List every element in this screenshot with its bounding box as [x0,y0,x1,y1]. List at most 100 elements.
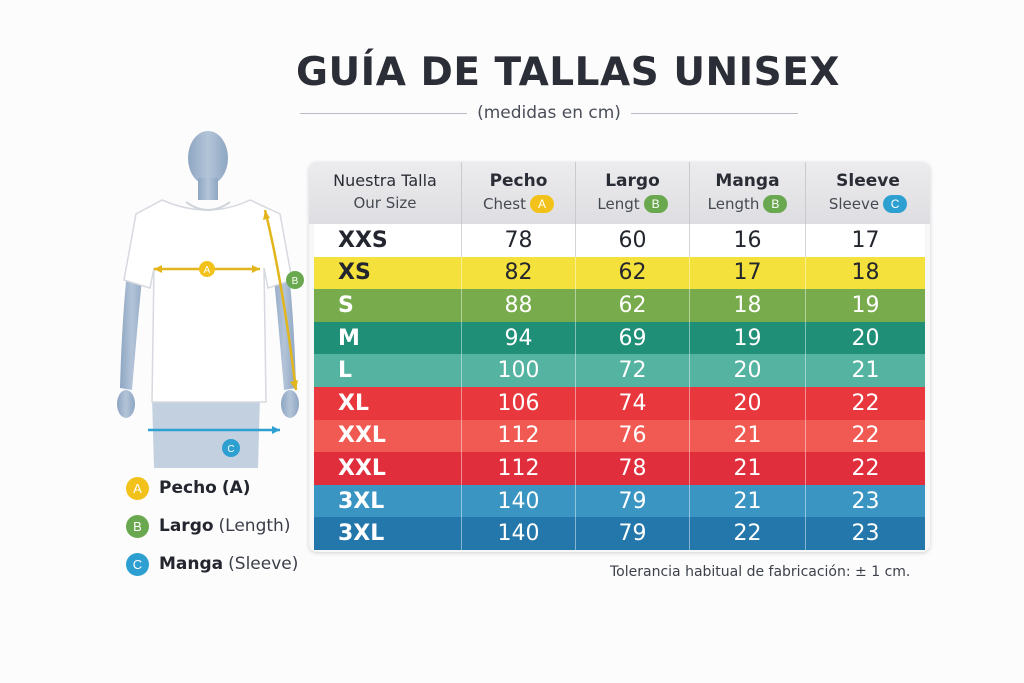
size-table: Nuestra Talla Our Size Pecho Chest A Larg… [309,162,930,552]
chest-cell: 112 [461,419,575,453]
legend-note: (Sleeve) [228,554,299,574]
table-row: XXL 112 78 21 22 [314,452,925,485]
sleeve-cell: 23 [805,484,925,518]
sleeve-cell: 19 [805,289,925,322]
manga-cell: 20 [689,386,805,420]
length-cell: 79 [575,484,689,518]
divider-right [630,112,798,114]
length-cell: 72 [575,354,689,387]
column-subtitle-text: Chest [483,195,526,213]
length-cell: 62 [575,289,689,322]
subtitle-row: (medidas en cm) [300,101,798,125]
mannequin-figure: A B C [100,128,310,468]
sleeve-cell: 22 [805,452,925,485]
table-header: Nuestra Talla Our Size Pecho Chest A Larg… [309,162,930,224]
column-subtitle-text: Lengt [597,195,640,213]
sleeve-cell: 22 [805,419,925,453]
chest-cell: 78 [461,224,575,257]
badge-c-icon: C [126,552,149,576]
length-marker-label: B [292,276,299,287]
table-row: M 94 69 19 20 [314,321,925,355]
table-row: L 100 72 20 21 [314,354,925,387]
sleeve-marker-label: C [227,444,234,455]
size-cell: S [338,292,354,318]
length-cell: 76 [575,419,689,453]
sleeve-cell: 23 [805,517,925,550]
page-subtitle: (medidas en cm) [477,103,621,123]
chest-cell: 82 [461,256,575,290]
manga-cell: 19 [689,321,805,355]
legend-item-length: B Largo (Length) [126,514,298,538]
manga-cell: 21 [689,419,805,453]
table-row: S 88 62 18 19 [314,289,925,322]
size-cell: XS [338,260,371,286]
manga-cell: 22 [689,517,805,550]
manga-cell: 17 [689,256,805,290]
size-cell: 3XL [338,521,385,547]
badge-c-icon: C [883,195,908,213]
badge-b-icon: B [126,514,149,538]
length-cell: 60 [575,224,689,257]
column-title: Largo [605,171,660,191]
chest-cell: 140 [461,517,575,550]
column-header-length: Largo Lengt B [575,162,689,224]
size-cell: 3XL [338,488,385,514]
column-header-sleeve: Sleeve Sleeve C [805,162,930,224]
column-title: Nuestra Talla [333,171,437,190]
table-body: XXS 78 60 16 17 XS 82 62 17 18 S 88 62 18 19 M 94 69 19 20 L… [314,224,925,550]
chest-cell: 100 [461,354,575,387]
length-cell: 62 [575,256,689,290]
manga-cell: 16 [689,224,805,257]
chest-marker-label: A [204,265,211,276]
column-subtitle-text: Length [707,195,760,213]
legend-note: (Length) [218,516,291,536]
measurement-legend: A Pecho (A) B Largo (Length) C Manga (Sl… [126,476,298,590]
column-title: Pecho [489,171,548,191]
size-cell: XXL [338,423,386,449]
divider-left [300,112,468,114]
sleeve-cell: 21 [805,354,925,387]
size-cell: XXL [338,455,386,481]
sleeve-cell: 18 [805,256,925,290]
manga-cell: 21 [689,484,805,518]
chest-cell: 106 [461,386,575,420]
length-cell: 78 [575,452,689,485]
badge-b-icon: B [763,195,788,213]
column-title: Sleeve [836,171,900,191]
legend-name: Manga [159,554,224,574]
column-subtitle: Chest A [462,195,575,213]
table-row: XS 82 62 17 18 [314,256,925,290]
legend-item-chest: A Pecho (A) [126,476,298,500]
column-header-size: Nuestra Talla Our Size [309,162,461,224]
table-row: 3XL 140 79 21 23 [314,484,925,518]
chest-cell: 140 [461,484,575,518]
table-row: XXS 78 60 16 17 [314,224,925,257]
manga-cell: 20 [689,354,805,387]
length-cell: 74 [575,386,689,420]
manga-cell: 21 [689,452,805,485]
chest-cell: 112 [461,452,575,485]
column-subtitle-text: Sleeve [828,195,880,213]
legend-note: (A) [221,478,251,498]
size-cell: L [338,358,353,384]
table-row: 3XL 140 79 22 23 [314,517,925,550]
legend-item-sleeve: C Manga (Sleeve) [126,552,298,576]
size-cell: XL [338,390,369,416]
table-row: XL 106 74 20 22 [314,386,925,420]
mannequin-tshirt-illustration: A B C [117,131,304,468]
size-cell: XXS [338,227,388,253]
size-cell: M [338,325,360,351]
sleeve-cell: 17 [805,224,925,257]
column-subtitle-text: Our Size [353,194,417,212]
badge-a-icon: A [529,195,554,213]
badge-a-icon: A [126,476,149,500]
column-subtitle: Lengt B [576,195,689,213]
column-subtitle: Sleeve C [806,195,930,213]
column-subtitle: Our Size [309,194,461,212]
sleeve-cell: 20 [805,321,925,355]
column-subtitle: Length B [690,195,805,213]
chest-cell: 88 [461,289,575,322]
column-header-manga: Manga Length B [689,162,805,224]
sleeve-cell: 22 [805,386,925,420]
length-cell: 79 [575,517,689,550]
